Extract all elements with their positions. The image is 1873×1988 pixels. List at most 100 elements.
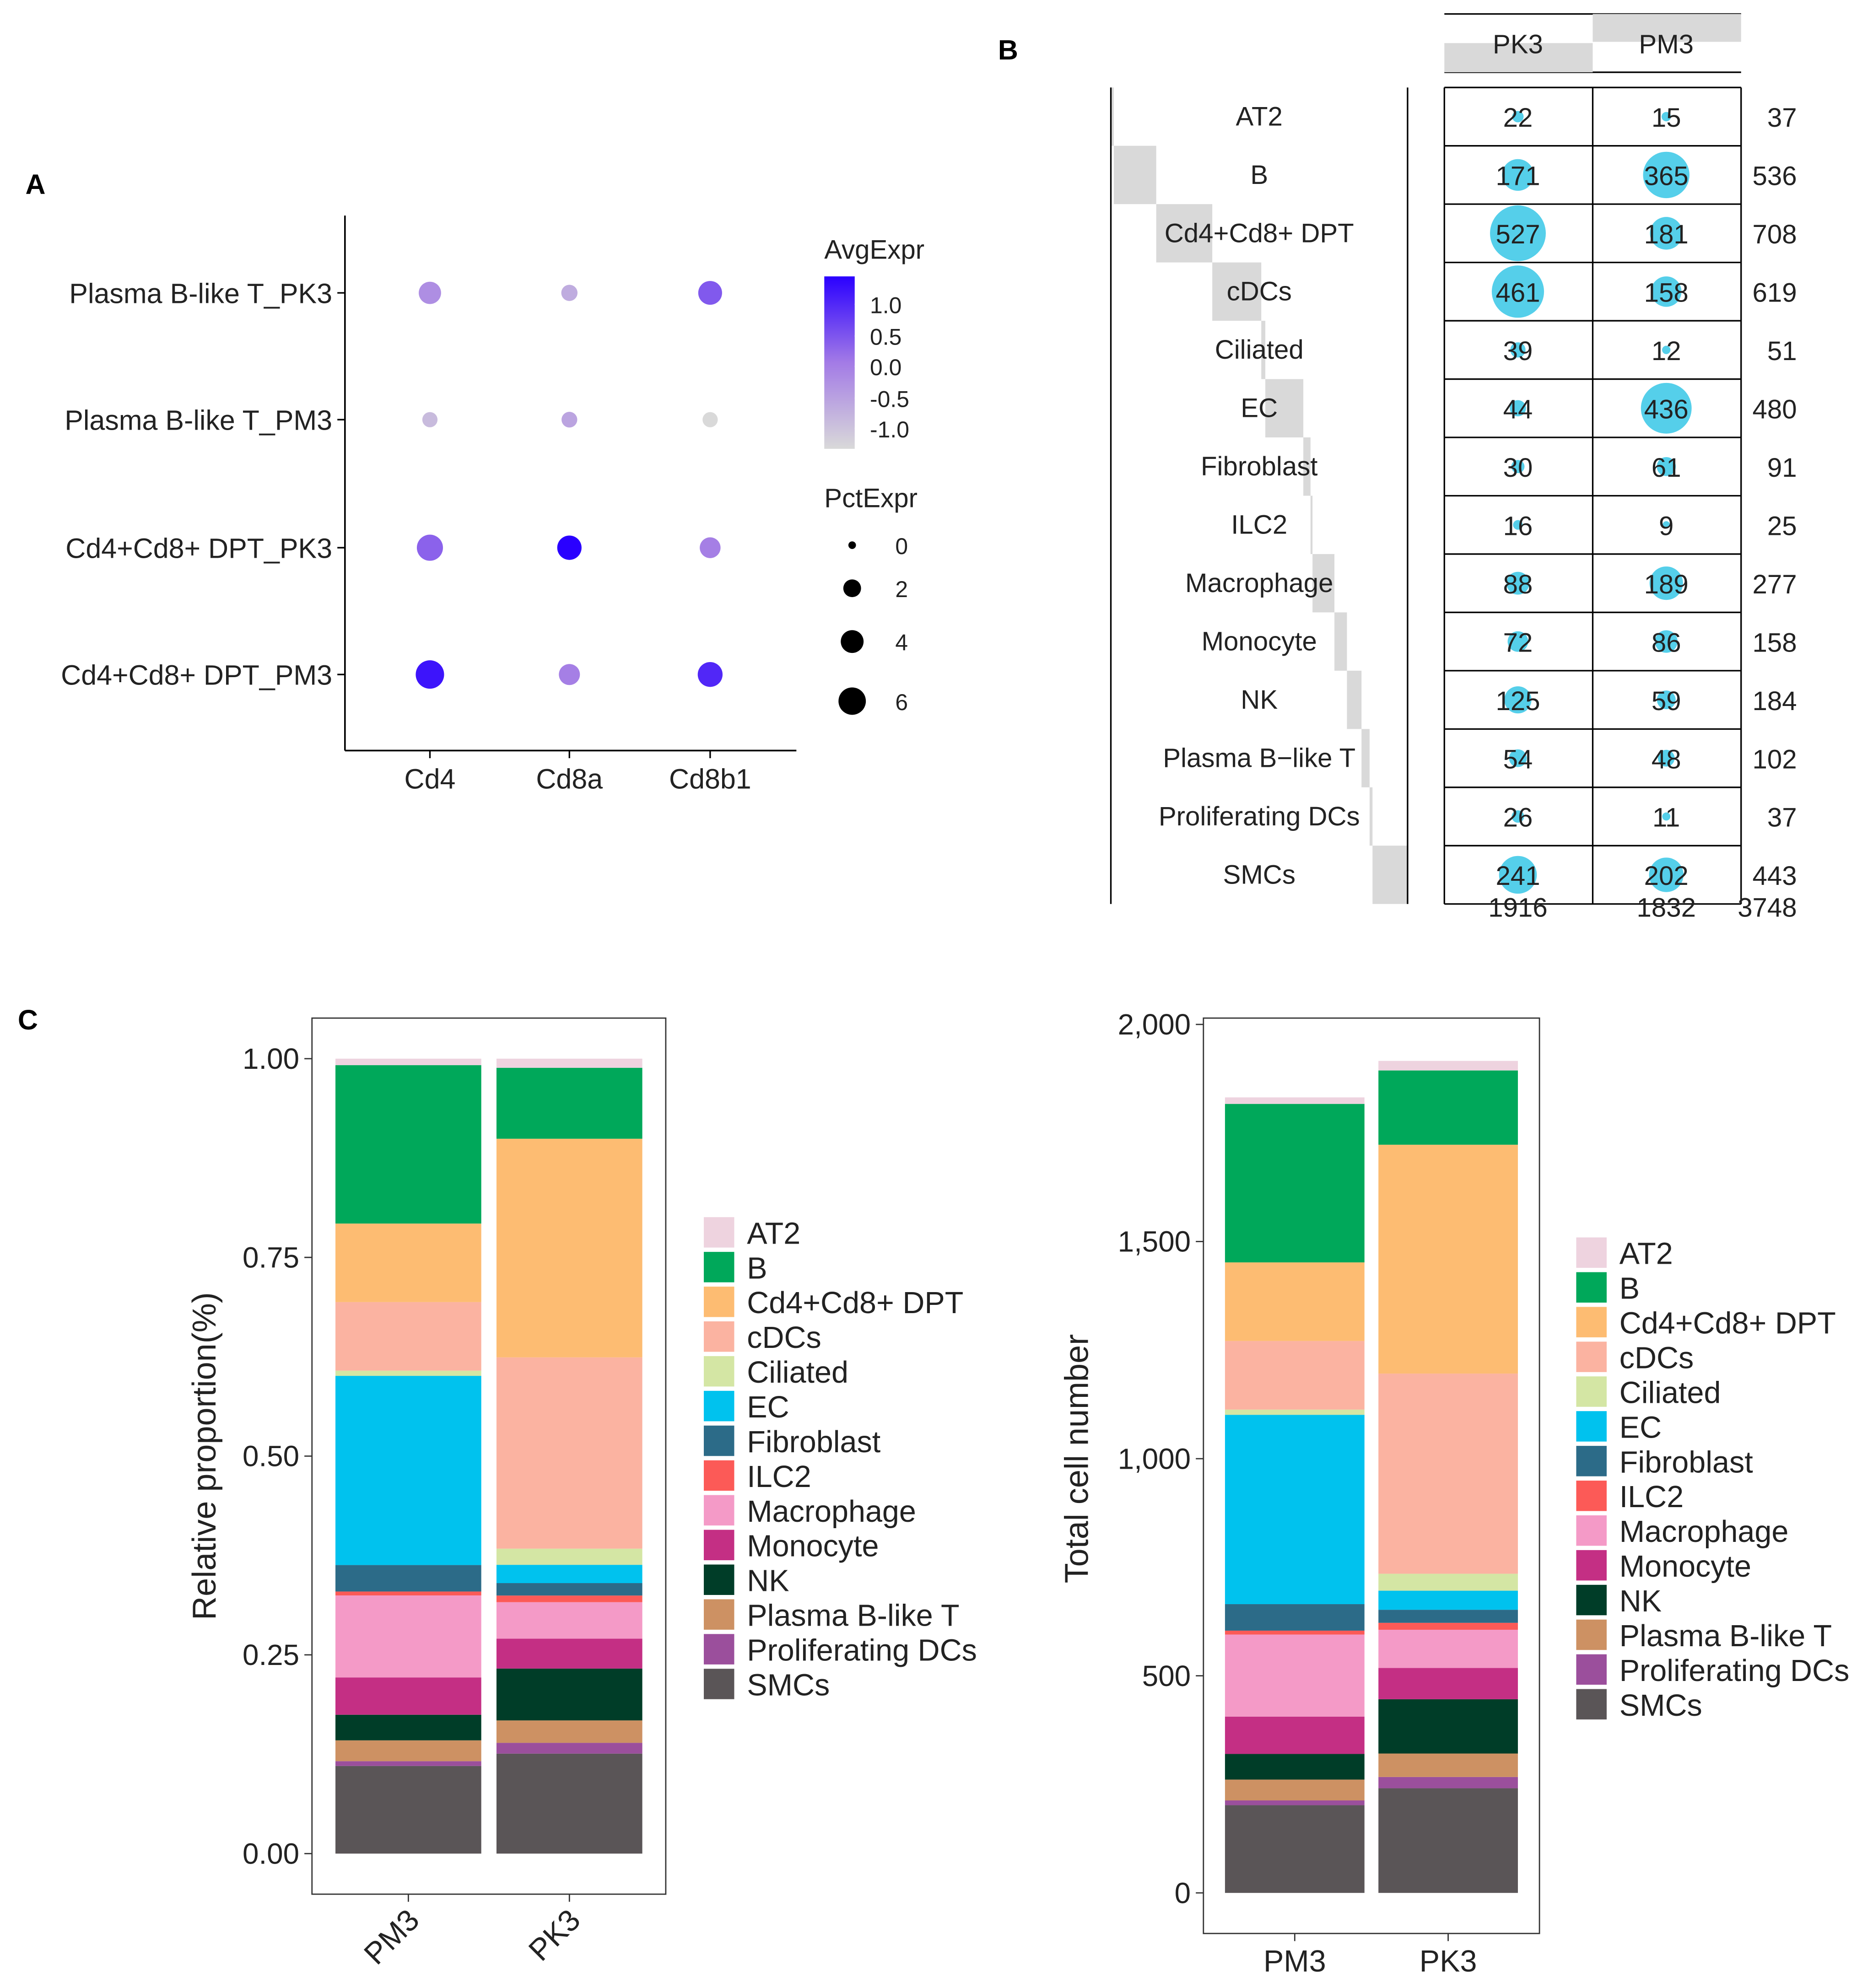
- expression-dot: [422, 412, 438, 427]
- row-label: EC: [1241, 393, 1278, 423]
- legend-swatch: [1576, 1481, 1607, 1511]
- bar-segment: [335, 1677, 481, 1715]
- row-total: 51: [1767, 336, 1797, 366]
- size-legend-dot: [843, 579, 861, 598]
- column-total-bar: [1444, 43, 1593, 72]
- balloon: [1655, 630, 1678, 653]
- expression-dot: [416, 534, 443, 561]
- row-total-bar: [1312, 554, 1335, 613]
- expression-dot: [419, 281, 441, 304]
- col-label: Cd8a: [536, 764, 603, 795]
- cell-value: 9: [1659, 511, 1673, 541]
- bar-segment: [1378, 1070, 1518, 1145]
- column-total: 1832: [1637, 893, 1696, 922]
- legend-swatch: [1576, 1376, 1607, 1407]
- legend-label: Ciliated: [1619, 1376, 1721, 1410]
- row-total: 37: [1767, 803, 1797, 833]
- cell-value: 365: [1644, 162, 1689, 191]
- bar-segment: [496, 1138, 642, 1358]
- balloon: [1657, 457, 1676, 476]
- bar-segment: [1225, 1104, 1365, 1263]
- legend-label: Plasma B-like T: [747, 1599, 959, 1633]
- row-label: ILC2: [1231, 510, 1287, 540]
- cell-value: 44: [1503, 394, 1533, 424]
- row-total-bar: [1334, 612, 1347, 671]
- bar-segment: [335, 1302, 481, 1371]
- bar-segment: [1378, 1699, 1518, 1754]
- legend-label: EC: [747, 1390, 789, 1424]
- cell-value: 125: [1495, 686, 1540, 716]
- column-label: PK3: [1493, 29, 1543, 59]
- legend-swatch: [1576, 1515, 1607, 1546]
- cell-value: 39: [1503, 336, 1533, 366]
- panel-c-letter: C: [18, 1004, 38, 1035]
- legend-label: Proliferating DCs: [1619, 1654, 1850, 1688]
- row-total: 102: [1753, 744, 1797, 774]
- cell-value: 26: [1503, 803, 1533, 833]
- cell-value: 54: [1503, 744, 1533, 774]
- avg-expr-colorbar: [824, 276, 855, 449]
- balloon: [1662, 521, 1670, 529]
- size-legend-label: 4: [895, 630, 908, 656]
- legend-label: B: [747, 1251, 767, 1285]
- legend-label: cDCs: [1619, 1341, 1694, 1375]
- bar-segment: [1378, 1610, 1518, 1623]
- bar-segment: [496, 1583, 642, 1596]
- legend-label: NK: [1619, 1584, 1662, 1618]
- cell-value: 181: [1644, 220, 1689, 249]
- x-tick-label: PK3: [1420, 1945, 1477, 1978]
- bar-segment: [496, 1753, 642, 1854]
- bar-segment: [496, 1565, 642, 1584]
- row-label: NK: [1241, 685, 1278, 715]
- cell-value: 436: [1644, 394, 1689, 424]
- legend-label: B: [1619, 1272, 1640, 1306]
- column-label: PM3: [1639, 29, 1694, 59]
- bar-segment: [335, 1595, 481, 1678]
- bar-segment: [1225, 1779, 1365, 1801]
- expression-dot: [702, 412, 718, 427]
- legend-swatch: [704, 1321, 734, 1352]
- bar-segment: [335, 1761, 481, 1766]
- legend-swatch: [704, 1460, 734, 1491]
- y-tick-label: 0.00: [243, 1837, 299, 1870]
- panel-a: A Plasma B-like T_PK3 Plasma B-like T_PM3…: [26, 169, 925, 795]
- size-legend-label: 6: [895, 690, 908, 715]
- legend-label: Macrophage: [747, 1495, 916, 1529]
- legend-swatch: [1576, 1237, 1607, 1268]
- cell-value: 48: [1652, 744, 1681, 774]
- bar-segment: [1378, 1668, 1518, 1699]
- legend-swatch: [1576, 1307, 1607, 1337]
- bar-segment: [496, 1668, 642, 1721]
- bar-segment: [335, 1591, 481, 1595]
- avg-expr-legend-title: AvgExpr: [824, 235, 924, 264]
- expression-dot: [416, 660, 444, 689]
- bar-segment: [1378, 1788, 1518, 1893]
- col-label: Cd8b1: [669, 764, 751, 795]
- bar-segment: [496, 1595, 642, 1602]
- cell-value: 61: [1652, 453, 1681, 483]
- balloon: [1499, 856, 1537, 894]
- bar-segment: [335, 1370, 481, 1376]
- balloon: [1641, 383, 1692, 434]
- row-label: Macrophage: [1185, 568, 1333, 598]
- row-label: Ciliated: [1215, 335, 1304, 365]
- legend-label: ILC2: [1619, 1480, 1684, 1514]
- bar-segment: [1225, 1634, 1365, 1717]
- bar-segment: [1225, 1097, 1365, 1104]
- row-total-bar: [1361, 729, 1370, 787]
- legend-swatch: [704, 1530, 734, 1561]
- legend-swatch: [1576, 1619, 1607, 1650]
- legend-swatch: [704, 1564, 734, 1595]
- y-tick-label: 0: [1175, 1876, 1191, 1909]
- row-label: Plasma B−like T: [1163, 743, 1355, 773]
- balloon: [1511, 460, 1525, 474]
- cell-value: 12: [1652, 336, 1681, 366]
- bar-segment: [1225, 1754, 1365, 1780]
- expression-dot: [557, 535, 582, 560]
- row-total-bar: [1347, 670, 1362, 729]
- balloon: [1649, 857, 1684, 892]
- balloon: [1490, 205, 1546, 261]
- bar-segment: [1225, 1262, 1365, 1341]
- row-total: 536: [1753, 162, 1797, 191]
